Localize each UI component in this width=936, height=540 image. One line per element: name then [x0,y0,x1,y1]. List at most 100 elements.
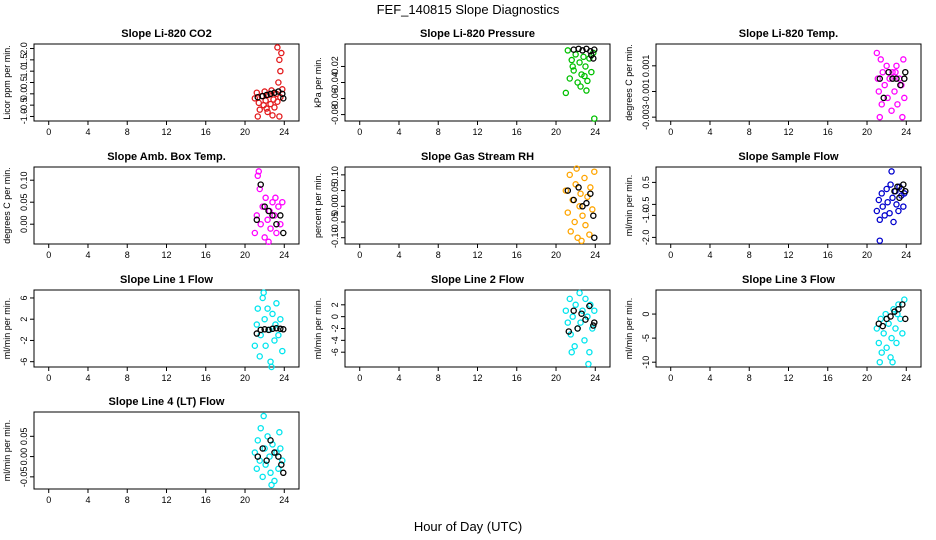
data-point [873,207,881,215]
series-pressure [562,47,598,122]
data-point [273,300,280,307]
data-point [564,187,572,194]
x-tick-label: 0 [357,127,362,137]
x-tick-label: 20 [862,127,872,137]
y-tick-label: 1.5 [19,54,29,67]
data-point [275,465,282,472]
data-point [578,237,585,245]
x-tick-label: 24 [901,373,911,383]
series-summary [253,324,287,337]
x-tick-label: 20 [240,495,250,505]
x-axis-label: Hour of Day (UTC) [414,519,522,534]
data-point [569,313,576,320]
y-tick-label: -2.0 [641,230,651,246]
data-point [570,196,577,204]
panel-title: Slope Line 4 (LT) Flow [109,396,225,408]
x-tick-label: 24 [901,250,911,260]
data-point [875,339,883,347]
data-point [277,445,284,452]
x-tick-label: 20 [551,250,561,260]
data-point [267,437,274,444]
data-point [259,445,266,452]
data-point [253,321,261,328]
data-point [876,237,884,244]
y-tick-label: 0.05 [330,182,340,200]
data-point [578,310,585,317]
data-point [895,305,902,313]
data-point [569,63,576,70]
y-tick-label: -6 [330,348,340,356]
x-tick-label: 16 [201,127,211,137]
data-point [892,68,899,76]
x-tick-label: 12 [472,373,482,383]
x-tick-label: 24 [901,127,911,137]
x-tick-label: 4 [396,373,401,383]
y-axis-label: degrees C per min. [2,167,12,244]
data-point [589,206,596,213]
data-point [880,94,887,102]
data-point [883,344,890,351]
data-point [280,95,287,102]
data-point [886,209,893,217]
x-tick-label: 8 [125,495,130,505]
x-tick-label: 0 [46,495,51,505]
data-point [577,83,584,90]
data-point [887,181,894,188]
series-lines [251,44,286,120]
data-point [257,181,264,188]
data-point [886,75,893,82]
series-summary [254,88,287,102]
y-tick-label: -0.10 [330,227,340,248]
data-point [566,75,574,82]
series-summary [254,437,287,477]
plot-frame [33,411,300,490]
y-tick-label: -0.05 [330,212,340,233]
data-point [254,453,262,460]
data-point [883,62,890,70]
panel-title: Slope Line 1 Flow [120,274,213,286]
x-tick-label: 4 [85,127,90,137]
y-tick-label: -1.0 [641,208,651,224]
data-point [264,108,271,116]
data-point [278,49,285,57]
data-point [586,231,593,238]
plot-frame [344,43,611,122]
data-point [564,209,572,216]
data-point [277,212,284,219]
data-point [591,46,598,53]
data-point [253,212,261,219]
x-tick-label: 12 [161,250,171,260]
y-tick-label: -0.001 [641,79,651,105]
panel-6: Slope Sample Flow 0 4 8 12 16 20 24 -2.0 -1.0-0.5… [624,151,922,260]
x-tick-label: 16 [823,373,833,383]
data-point [267,469,274,477]
data-point [279,457,286,464]
data-point [876,216,884,224]
data-point [570,307,577,314]
x-tick-label: 4 [707,127,712,137]
data-point [259,203,266,210]
data-point [257,424,264,432]
panel-8: Slope Line 2 Flow 0 4 8 12 16 20 24 -6 -4 -2 0 2 ml/m… [313,274,611,383]
x-tick-label: 24 [590,127,600,137]
data-point [902,315,909,323]
y-axis-label: ml/min per min. [2,420,12,482]
x-tick-label: 4 [85,373,90,383]
series-sample [873,168,908,244]
data-point [572,301,579,309]
data-point [253,465,261,472]
series-summary [570,45,598,62]
data-point [577,319,584,326]
data-point [273,220,280,228]
data-point [267,225,274,232]
x-tick-label: 0 [357,250,362,260]
data-point [565,328,573,335]
y-tick-label: -0.5 [19,97,29,113]
data-point [266,453,273,460]
data-point [251,229,259,237]
data-point [275,203,282,210]
y-tick-label: 0 [641,312,651,317]
data-point [889,194,896,202]
y-tick-label: 0.10 [19,171,29,189]
